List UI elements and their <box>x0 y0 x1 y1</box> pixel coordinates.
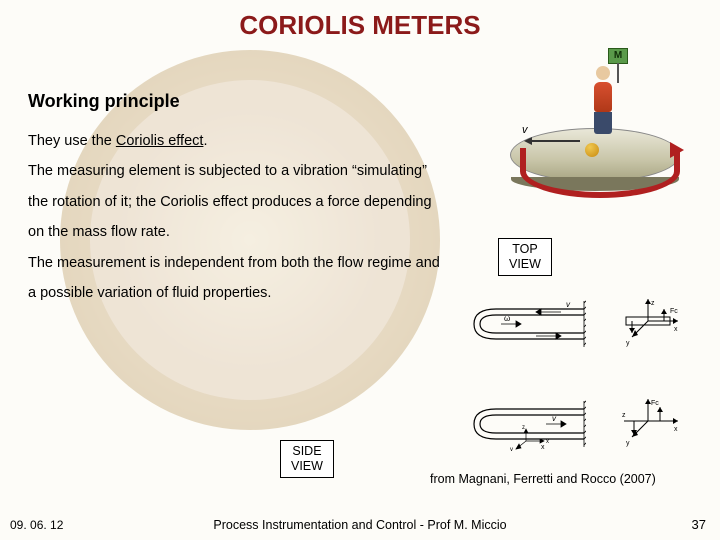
flag-pole <box>617 63 619 83</box>
coriolis-platform-illustration: v M <box>500 48 690 218</box>
u-tube-top-view: v ω <box>466 297 586 351</box>
svg-text:Fc: Fc <box>651 400 659 407</box>
svg-text:y: y <box>510 447 513 451</box>
rotation-arrow <box>520 148 680 198</box>
slide-title: CORIOLIS METERS <box>0 0 720 41</box>
axis-top-view: x z y Fc <box>620 297 680 351</box>
paragraph-1: They use the Coriolis effect. <box>28 126 448 156</box>
axis-side-view: x Fc y z <box>620 397 680 451</box>
p1-suffix: . <box>203 133 207 149</box>
p1-underlined: Coriolis effect <box>116 133 204 149</box>
v-label: v <box>566 300 571 309</box>
p1-prefix: They use the <box>28 133 116 149</box>
svg-text:y: y <box>626 440 630 447</box>
u-tube-side-view: v x x z y <box>466 397 586 451</box>
svg-text:x: x <box>674 326 678 333</box>
velocity-label: v <box>522 124 528 136</box>
omega-label: ω <box>504 314 510 323</box>
svg-text:x: x <box>541 444 545 451</box>
svg-text:Fc: Fc <box>670 308 678 315</box>
footer-center: Process Instrumentation and Control - Pr… <box>0 518 720 532</box>
slide-content: CORIOLIS METERS Working principle They u… <box>0 0 720 540</box>
paragraph-2: The measuring element is subjected to a … <box>28 156 448 247</box>
citation: from Magnani, Ferretti and Rocco (2007) <box>430 472 656 486</box>
svg-text:y: y <box>626 340 630 347</box>
svg-text:z: z <box>651 300 655 307</box>
footer-page-number: 37 <box>692 517 706 532</box>
top-view-label: TOP VIEW <box>498 238 552 276</box>
top-view-l1: TOP <box>512 242 537 256</box>
svg-text:x: x <box>674 426 678 433</box>
tube-diagrams: v ω x z y Fc <box>448 297 708 467</box>
svg-text:z: z <box>522 425 525 431</box>
svg-text:z: z <box>622 412 626 419</box>
mass-flag: M <box>608 48 628 64</box>
top-view-l2: VIEW <box>509 257 541 271</box>
person-icon <box>590 66 616 136</box>
svg-text:x: x <box>546 439 549 445</box>
side-view-l2: VIEW <box>291 459 323 473</box>
side-view-label: SIDE VIEW <box>280 440 334 478</box>
side-view-l1: SIDE <box>292 444 321 458</box>
ball-icon <box>585 143 599 157</box>
velocity-arrow <box>530 140 580 142</box>
paragraph-3: The measurement is independent from both… <box>28 248 448 309</box>
